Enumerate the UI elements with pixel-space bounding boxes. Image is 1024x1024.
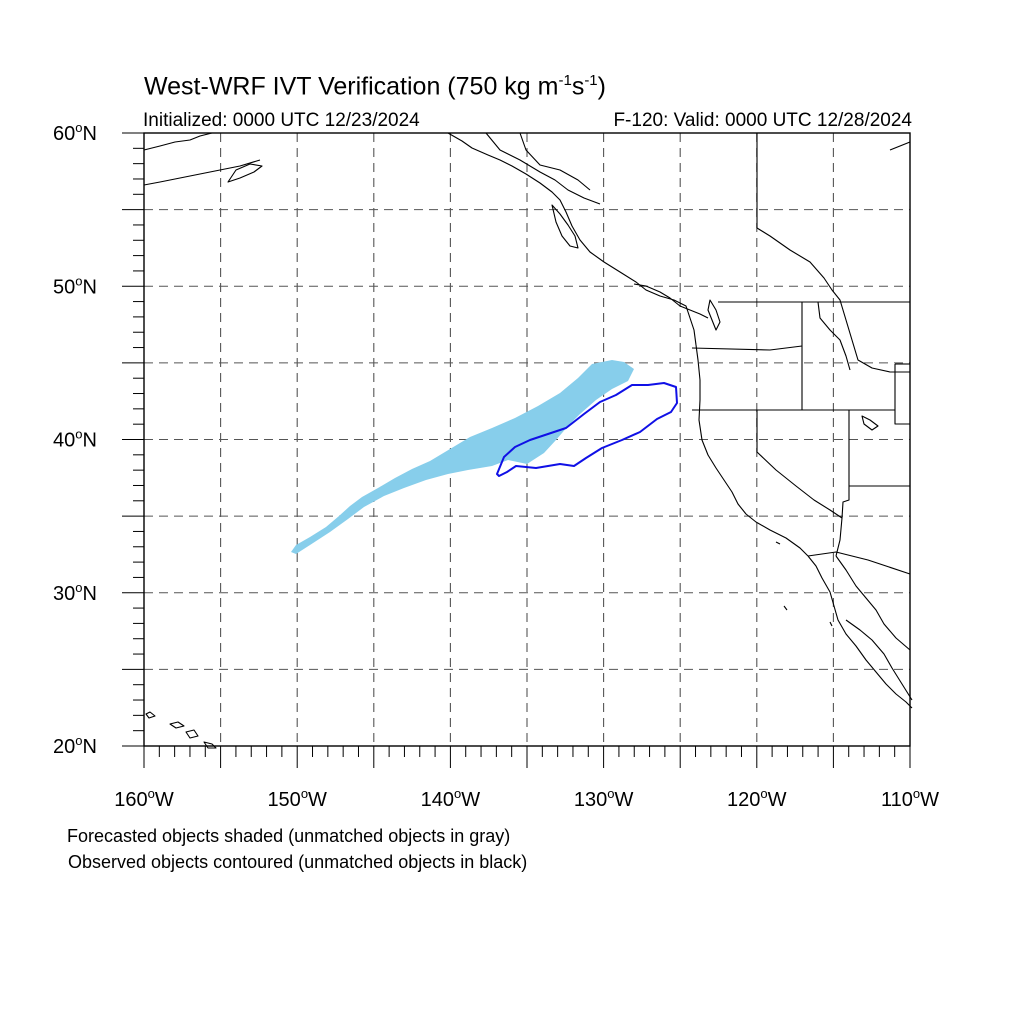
title-mid: s [571,72,585,101]
title-sup-2: -1 [584,72,598,89]
map-frame [143,132,911,747]
initialized-time: Initialized: 0000 UTC 12/23/2024 [143,110,420,131]
coastlines [143,132,913,749]
lat-label: 60oN [53,120,97,145]
lon-label: 130oW [574,786,634,811]
observed-contour [496,382,678,477]
title-main: West-WRF IVT Verification (750 kg m [144,72,559,101]
caption-observed: Observed objects contoured (unmatched ob… [68,852,528,872]
lon-label: 120oW [727,786,787,811]
lon-label: 160oW [114,786,174,811]
title-end: ) [597,72,606,101]
lat-label: 50oN [53,273,97,298]
longitude-labels: 160oW 150oW 140oW 130oW 120oW 110oW [114,786,939,811]
title-sup-1: -1 [558,72,572,89]
lat-label: 40oN [53,427,97,452]
latitude-labels: 60oN 50oN 40oN 30oN 20oN [53,120,97,758]
caption-forecast: Forecasted objects shaded (unmatched obj… [67,826,511,846]
page-title: West-WRF IVT Verification (750 kg m-1s-1… [144,72,606,101]
valid-time: F-120: Valid: 0000 UTC 12/28/2024 [613,110,912,131]
lon-label: 110oW [881,786,939,811]
forecast-object [291,360,634,554]
lat-label: 20oN [53,733,97,758]
lon-label: 150oW [267,786,327,811]
axis-ticks [122,132,911,768]
lon-label: 140oW [421,786,481,811]
lat-label: 30oN [53,580,97,605]
